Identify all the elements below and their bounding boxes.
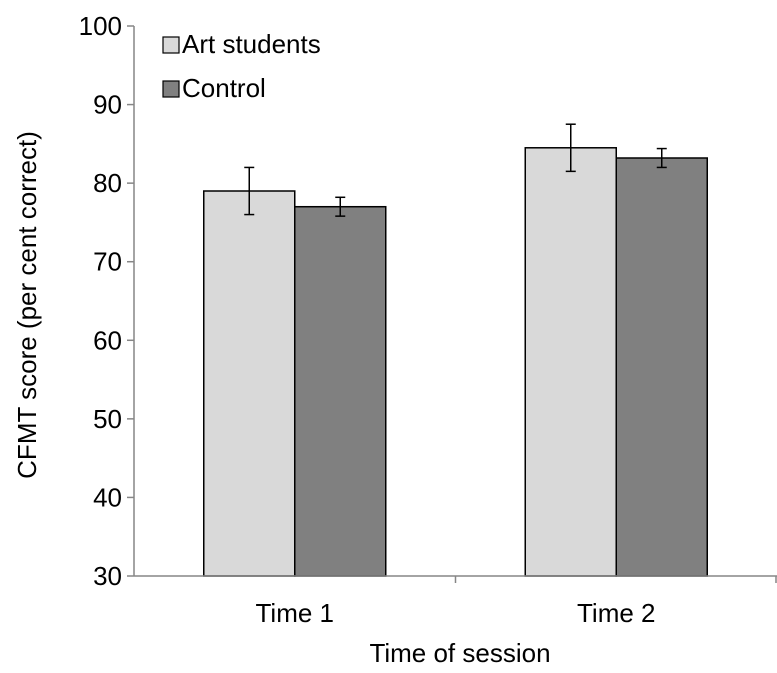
legend-label: Control [182, 73, 266, 103]
x-axis-ticks: Time 1 Time 2 [256, 576, 777, 628]
bar [524, 147, 617, 577]
bar [203, 190, 296, 577]
y-tick-label: 90 [93, 90, 122, 120]
bars [203, 147, 708, 577]
y-tick-label: 50 [93, 404, 122, 434]
y-tick-label: 80 [93, 168, 122, 198]
y-tick-label: 100 [79, 11, 122, 41]
y-tick-label: 70 [93, 247, 122, 277]
bar [294, 205, 387, 577]
y-tick-label: 30 [93, 561, 122, 591]
y-tick-label: 60 [93, 325, 122, 355]
legend-swatch [162, 80, 180, 98]
x-axis-label: Time of session [369, 638, 550, 668]
error-bars [244, 123, 667, 217]
y-axis-ticks: 30 40 50 60 70 80 90 100 [79, 11, 134, 591]
y-axis-label: CFMT score (per cent correct) [12, 131, 42, 479]
x-tick-label: Time 1 [256, 598, 335, 628]
bar [615, 157, 708, 577]
legend-label: Art students [182, 29, 321, 59]
y-tick-label: 40 [93, 482, 122, 512]
legend: Art students Control [162, 29, 321, 103]
legend-swatch [162, 36, 180, 54]
x-tick-label: Time 2 [577, 598, 656, 628]
